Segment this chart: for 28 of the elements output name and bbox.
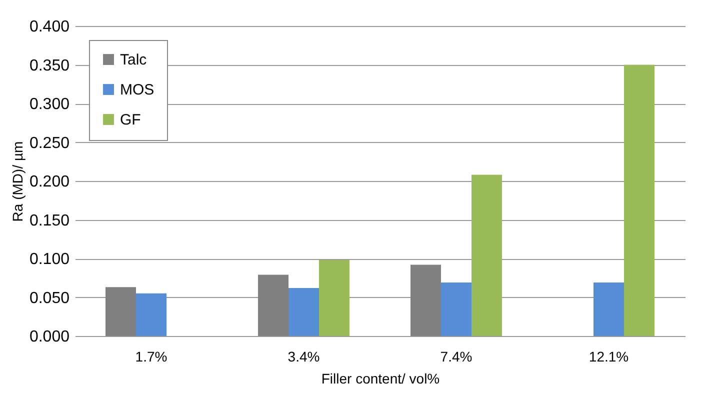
bar (410, 264, 441, 336)
y-tick-label: 0.100 (29, 251, 70, 268)
x-tick-label: 7.4% (440, 348, 472, 364)
bar (258, 274, 288, 336)
bar (288, 288, 319, 336)
legend-label: GF (120, 112, 141, 128)
x-tick-label: 12.1% (588, 348, 629, 364)
y-tick-label: 0.250 (29, 134, 70, 152)
x-axis-title: Filler content/ vol% (321, 370, 440, 386)
y-tick-label: 0.300 (29, 96, 70, 113)
y-tick-label: 0.150 (29, 212, 70, 230)
legend-label: Talc (120, 52, 148, 68)
y-tick-label: 0.000 (29, 328, 70, 346)
bar (441, 282, 472, 336)
legend-label: MOS (120, 82, 154, 98)
y-tick-label: 0.050 (29, 290, 70, 307)
bar (472, 174, 502, 336)
bar (106, 287, 136, 336)
x-tick-label: 1.7% (135, 348, 168, 364)
y-axis-title: Ra (MD)/ µm (9, 141, 26, 222)
bar (136, 293, 166, 336)
bar (624, 64, 654, 336)
bar (319, 260, 350, 336)
bar (594, 282, 624, 336)
x-tick-label: 3.4% (288, 348, 320, 364)
y-tick-label: 0.200 (29, 174, 70, 190)
y-tick-label: 0.400 (29, 18, 70, 36)
y-tick-label: 0.350 (29, 57, 70, 74)
